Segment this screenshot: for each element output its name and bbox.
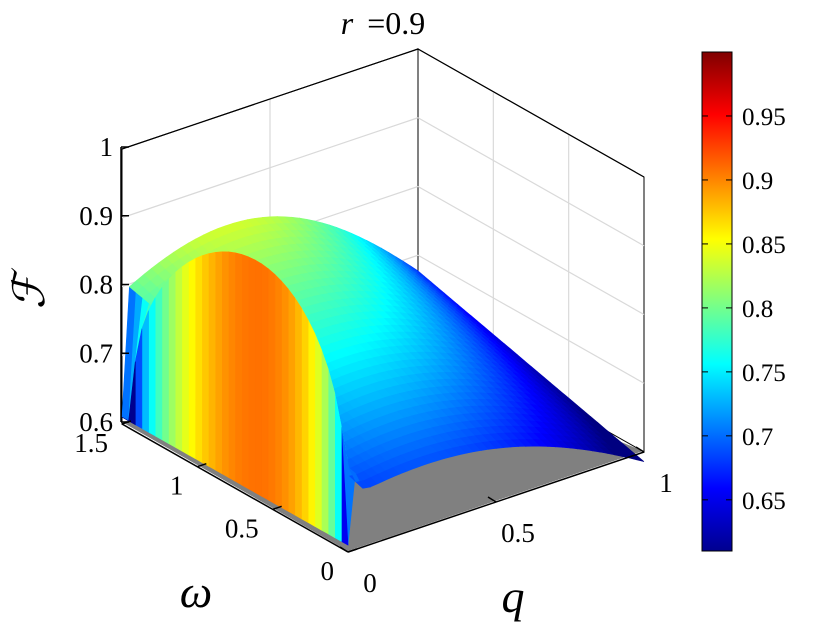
omega-ticks: 0 0.5 1 1.5 xyxy=(74,420,358,586)
z-axis-label: ℱ xyxy=(5,267,54,309)
surface-ridge-patch xyxy=(307,319,316,527)
surface-ridge-patch xyxy=(168,271,176,448)
q-axis-label: q xyxy=(502,571,525,622)
surface xyxy=(121,216,645,546)
grid-line-z xyxy=(417,117,645,247)
omega-tick-mark xyxy=(197,462,207,468)
surface-ridge-patch xyxy=(321,349,329,535)
surface-ridge-patch xyxy=(174,266,183,452)
z-tick-label: 0.9 xyxy=(79,201,113,231)
surface-ridge-patch xyxy=(274,273,282,509)
surface-ridge-patch xyxy=(281,280,289,512)
surface-ridge-patch xyxy=(148,297,156,437)
surface-ridge-patch xyxy=(154,286,163,441)
colorbar-tick-label: 0.65 xyxy=(742,488,786,515)
colorbar-tick-label: 0.95 xyxy=(742,104,786,131)
q-tick-mark xyxy=(635,446,645,453)
z-tick-label: 1 xyxy=(100,132,114,162)
surface-ridge-patch xyxy=(327,368,336,539)
surface-ridge-patch xyxy=(228,251,236,482)
grid-line-z xyxy=(417,185,645,316)
surface-ridge-patch xyxy=(267,268,276,505)
surface-ridge-patch xyxy=(188,258,196,460)
omega-tick-label: 1.5 xyxy=(74,428,108,458)
title-value: =0.9 xyxy=(367,5,425,41)
surface-ridge-patch xyxy=(208,252,216,471)
surface-ridge-patch xyxy=(201,253,209,467)
surface-ridge-patch xyxy=(128,361,136,426)
omega-axis-line xyxy=(121,423,349,553)
colorbar-tick-label: 0.9 xyxy=(742,168,773,195)
surface-ridge-patch xyxy=(121,416,129,422)
surface-ridge-patch xyxy=(141,310,149,433)
surface-ridge-patch xyxy=(248,256,256,493)
colorbar-gradient xyxy=(701,51,733,552)
colorbar-ticks: 0.65 0.7 0.75 0.8 0.85 0.9 0.95 xyxy=(702,104,786,515)
omega-tick-label: 0 xyxy=(321,556,335,586)
box-edge xyxy=(417,48,645,178)
omega-tick-label: 1 xyxy=(170,471,184,501)
title-variable: r xyxy=(341,5,354,41)
z-tick-label: 0.6 xyxy=(79,407,113,437)
box-edge xyxy=(121,48,419,150)
grid-line-z xyxy=(417,254,645,384)
omega-tick-mark xyxy=(347,548,358,553)
q-tick-label: 0 xyxy=(363,568,377,598)
surface-ridge-patch xyxy=(234,252,242,486)
omega-tick-label: 0.5 xyxy=(225,513,259,543)
colorbar-tick-label: 0.75 xyxy=(742,360,786,387)
q-tick-mark xyxy=(487,496,497,503)
q-tick-label: 1 xyxy=(659,468,673,498)
colorbar: 0.65 0.7 0.75 0.8 0.85 0.9 0.95 xyxy=(701,51,786,552)
chart-title: r =0.9 xyxy=(341,5,426,41)
omega-axis-label: ω xyxy=(180,566,212,617)
surface-ridge-patch xyxy=(261,263,269,501)
surface-ridge-patch xyxy=(194,255,203,463)
surface-ridge-patch xyxy=(214,251,222,475)
q-tick-mark xyxy=(339,546,349,553)
z-ticks: 0.6 0.7 0.8 0.9 1 xyxy=(79,132,129,437)
colorbar-tick-label: 0.85 xyxy=(742,232,786,259)
omega-tick-mark xyxy=(272,505,282,511)
surface-ridge-patch xyxy=(287,288,296,516)
colorbar-tick-label: 0.8 xyxy=(742,296,773,323)
surface-ridge-patch xyxy=(301,307,309,524)
z-tick-label: 0.8 xyxy=(79,270,113,300)
surface-ridge-patch xyxy=(314,333,322,531)
colorbar-tick-label: 0.7 xyxy=(742,424,773,451)
omega-tick-mark xyxy=(121,420,132,425)
surface-ridge-patch xyxy=(161,278,169,445)
q-tick-label: 0.5 xyxy=(501,518,535,548)
surface-ridge-patch xyxy=(241,253,249,490)
surface-ridge-patch xyxy=(181,261,189,456)
z-tick-label: 0.7 xyxy=(79,338,113,368)
q-ticks: 00.51 xyxy=(339,446,673,598)
surface-ridge-patch xyxy=(254,259,262,497)
surface-ridge-patch xyxy=(221,251,229,478)
surface-ridge-patch xyxy=(294,296,302,520)
